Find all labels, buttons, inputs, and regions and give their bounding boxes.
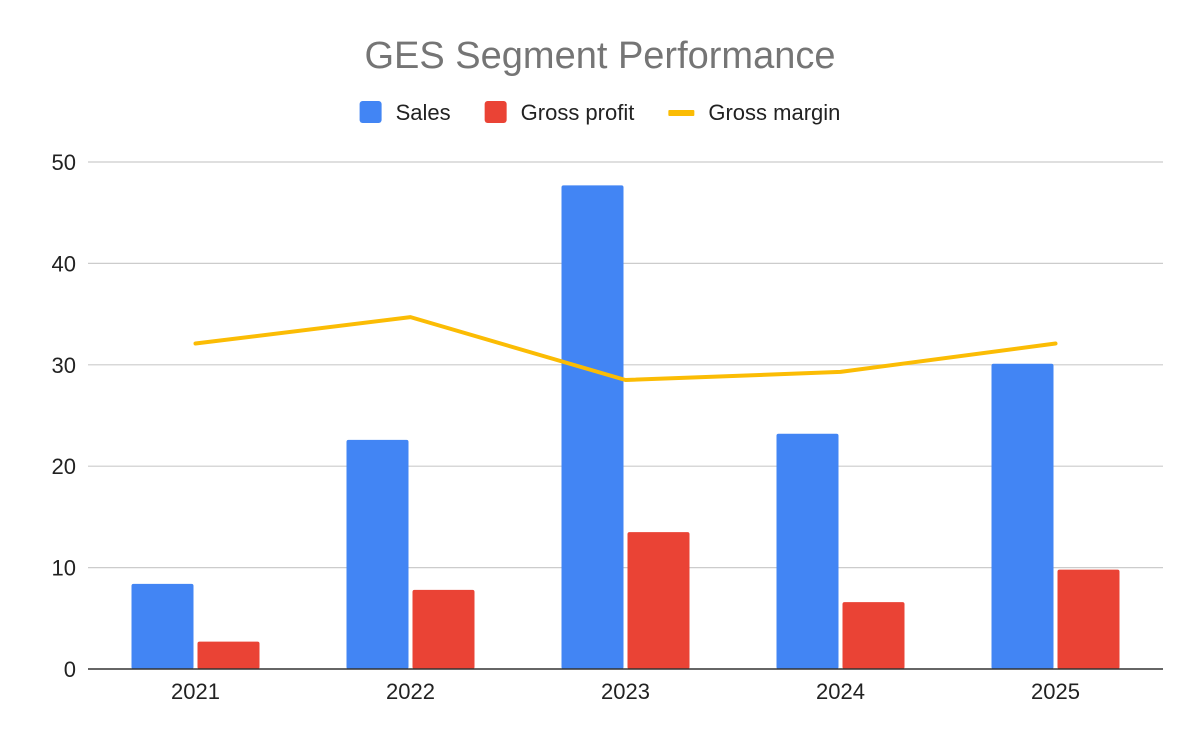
legend-swatch [668,110,695,116]
y-tick-label: 30 [52,353,76,378]
bar-sales [991,363,1054,669]
y-tick-label: 0 [64,657,76,682]
legend-item-sales: Sales [359,100,451,125]
legend-label: Gross margin [708,100,840,125]
bar-sales [131,583,194,669]
legend-label: Sales [396,100,451,125]
y-tick-label: 10 [52,556,76,581]
legend-item-gross-profit: Gross profit [484,100,635,125]
x-tick-label: 2024 [816,679,865,704]
gridlines [88,161,1163,569]
x-tick-label: 2023 [601,679,650,704]
bar-gross-profit [197,641,260,669]
chart-title: GES Segment Performance [365,35,836,77]
y-tick-label: 40 [52,251,76,276]
y-tick-label: 50 [52,150,76,175]
y-tick-label: 20 [52,454,76,479]
bar-gross-profit [412,589,475,669]
bar-gross-profit [627,532,690,669]
legend-label: Gross profit [521,100,635,125]
bar-sales [561,185,624,669]
legend-swatch [484,101,507,123]
bar-sales [776,433,839,669]
y-axis: 0 10 20 30 40 50 [52,150,76,682]
legend-item-gross-margin: Gross margin [668,100,840,125]
bar-gross-profit [1057,569,1120,669]
line-gross-margin [193,315,1058,383]
x-tick-label: 2021 [171,679,220,704]
x-tick-label: 2025 [1031,679,1080,704]
legend: Sales Gross profit Gross margin [359,100,840,125]
x-tick-label: 2022 [386,679,435,704]
bar-gross-profit [842,602,905,669]
bar-sales [346,439,409,669]
legend-swatch [359,101,382,123]
lines [193,315,1058,383]
bars [131,185,1120,669]
x-axis: 2021 2022 2023 2024 2025 [171,679,1080,704]
